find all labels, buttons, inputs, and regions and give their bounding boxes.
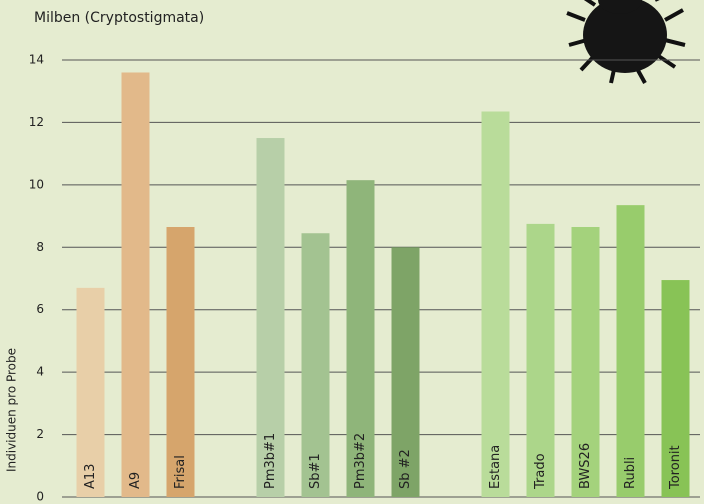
chart-title: Milben (Cryptostigmata) [34, 10, 204, 26]
bar-label: A9 [128, 472, 143, 489]
bar-label: Pm3b#1 [263, 433, 278, 489]
beetle-icon [567, 0, 685, 83]
bar-label: Toronit [668, 445, 683, 490]
bar-label: Pm3b#2 [353, 433, 368, 489]
bar-label: Rubli [623, 457, 638, 489]
bar-label: Sb #2 [398, 449, 413, 489]
bar-label: Frisal [173, 455, 188, 489]
y-tick-label: 6 [36, 302, 44, 316]
y-tick-label: 10 [29, 177, 44, 191]
chart: Milben (Cryptostigmata) Individuen pro P… [0, 0, 704, 504]
y-tick-label: 8 [36, 240, 44, 254]
y-axis-label: Individuen pro Probe [5, 348, 19, 472]
bar-label: Estana [488, 445, 503, 489]
y-tick-label: 12 [29, 115, 44, 129]
y-tick-label: 0 [36, 490, 44, 504]
y-tick-label: 14 [29, 53, 44, 67]
bar [482, 112, 510, 497]
bar [617, 205, 645, 497]
bar-label: A13 [83, 464, 98, 489]
bar-label: Sb#1 [308, 453, 323, 489]
y-tick-label: 2 [36, 427, 44, 441]
bar [122, 72, 150, 497]
bar-label: Trado [533, 453, 548, 490]
y-tick-label: 4 [36, 365, 44, 379]
bar-label: BWS26 [578, 443, 593, 489]
